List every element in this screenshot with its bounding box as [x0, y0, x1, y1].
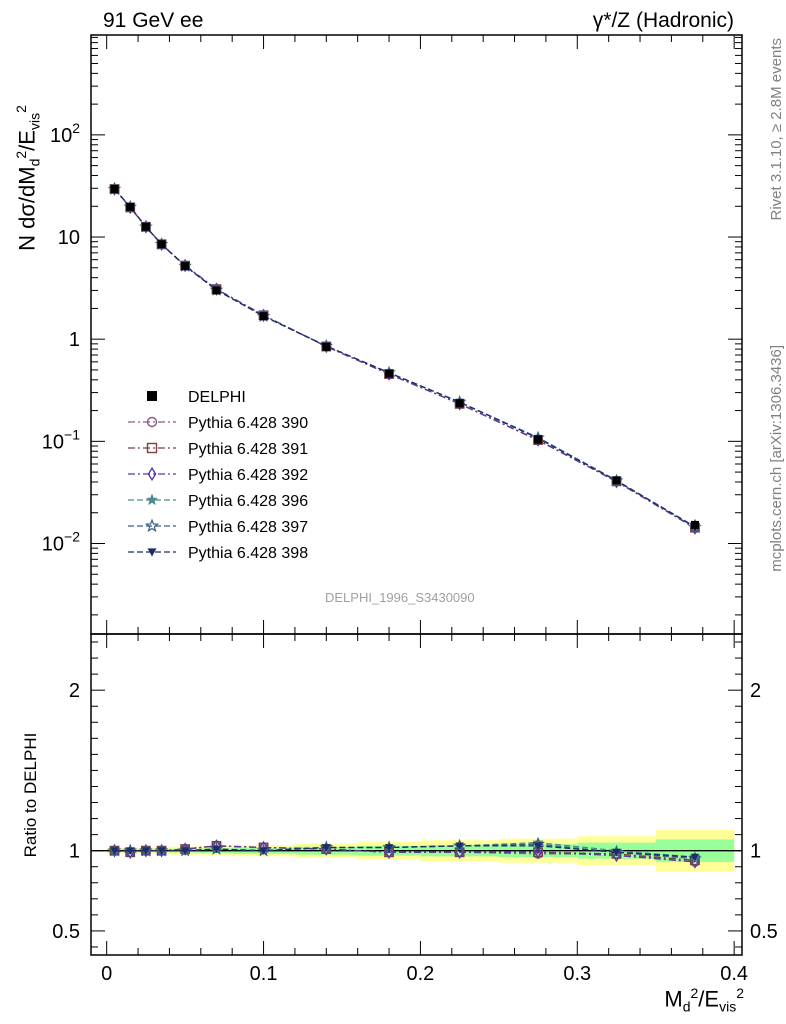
data-point	[110, 185, 119, 194]
legend-label: Pythia 6.428 392	[188, 467, 308, 484]
ratio-y-tick-label-left: 2	[69, 680, 80, 702]
data-point	[141, 222, 150, 231]
ratio-y-tick-label-right: 1	[750, 841, 761, 863]
x-tick-label: 0.4	[720, 963, 748, 985]
y-axis-label-ratio: Ratio to DELPHI	[21, 732, 40, 858]
header-right: γ*/Z (Hadronic)	[592, 9, 734, 32]
ratio-series-point	[612, 848, 621, 857]
ratio-series-point	[110, 847, 119, 855]
data-point	[385, 369, 394, 378]
ratio-lines	[107, 836, 702, 869]
rivet-label: Rivet 3.1.10, ≥ 2.8M events	[768, 38, 785, 221]
data-point	[259, 312, 268, 321]
ratio-y-tick-label-left: 1	[69, 841, 80, 863]
ratio-y-tick-label-right: 0.5	[750, 921, 778, 943]
data-point	[126, 202, 135, 211]
legend-label: Pythia 6.428 396	[188, 493, 308, 510]
legend-label: Pythia 6.428 390	[188, 415, 308, 432]
legend-marker	[146, 416, 158, 428]
data-point	[690, 520, 699, 529]
x-tick-label: 0.1	[250, 963, 278, 985]
legend-label: Pythia 6.428 397	[188, 519, 308, 536]
data-point	[534, 435, 543, 444]
x-tick-label: 0.3	[563, 963, 591, 985]
ratio-series-point	[322, 844, 331, 852]
ratio-series-point	[455, 842, 464, 851]
ratio-series-point	[533, 845, 543, 860]
legend: DELPHI Pythia 6.428 390 Pythia 6.428 391 Py…	[128, 389, 308, 562]
mcplots-label: mcplots.cern.ch [arXiv:1306.3436]	[768, 345, 785, 572]
y-tick-label: 10	[58, 227, 80, 249]
ratio-series-point	[157, 847, 166, 855]
ratio-series-point	[384, 844, 394, 852]
ratio-series-point	[126, 847, 135, 855]
main-lines	[107, 181, 702, 535]
ratio-series-point	[533, 842, 543, 851]
x-axis-label: Md2/Evis2	[664, 985, 744, 1015]
ratio-y-tick-label-left: 0.5	[52, 921, 80, 943]
x-tick-label: 0.2	[407, 963, 435, 985]
ratio-frame-box	[90, 633, 743, 956]
header-left: 91 GeV ee	[103, 9, 204, 32]
tick-labels: 0 0.1 0.2 0.3 0.4 10−2 10−1 1 10 102 0.5 0.5 1 1 2 2	[42, 120, 778, 985]
y-tick-label: 102	[50, 120, 80, 147]
data-point	[157, 240, 166, 249]
ratio-series-point	[180, 847, 190, 855]
watermark: DELPHI_1996_S3430090	[325, 590, 475, 605]
legend-marker	[144, 518, 160, 533]
y-tick-label: 10−1	[42, 426, 80, 453]
main-frame	[90, 34, 743, 956]
legend-marker	[147, 548, 157, 557]
ratio-series-point	[212, 845, 221, 854]
ratio-series-point	[259, 847, 268, 855]
ratio-y-tick-label-right: 2	[750, 680, 761, 702]
legend-label: Pythia 6.428 398	[188, 545, 308, 562]
ratio-series-point	[141, 847, 151, 855]
y-tick-label: 10−2	[42, 528, 80, 555]
y-axis-label-main: N dσ/dMd2/Evis2	[13, 105, 43, 251]
data-point	[322, 342, 331, 351]
data-point	[612, 476, 621, 485]
y-tick-label: 1	[69, 329, 80, 351]
ratio-series-point	[690, 853, 700, 862]
legend-marker	[147, 466, 157, 482]
x-tick-label: 0	[101, 963, 112, 985]
ratio-series-point	[455, 845, 464, 860]
legend-marker	[145, 493, 159, 506]
legend-label: Pythia 6.428 391	[188, 441, 308, 458]
legend-marker	[147, 391, 157, 401]
legend-label: DELPHI	[188, 389, 246, 406]
data-point	[212, 286, 221, 295]
legend-marker	[146, 442, 158, 454]
data-point	[181, 262, 190, 271]
data-point	[455, 399, 464, 408]
